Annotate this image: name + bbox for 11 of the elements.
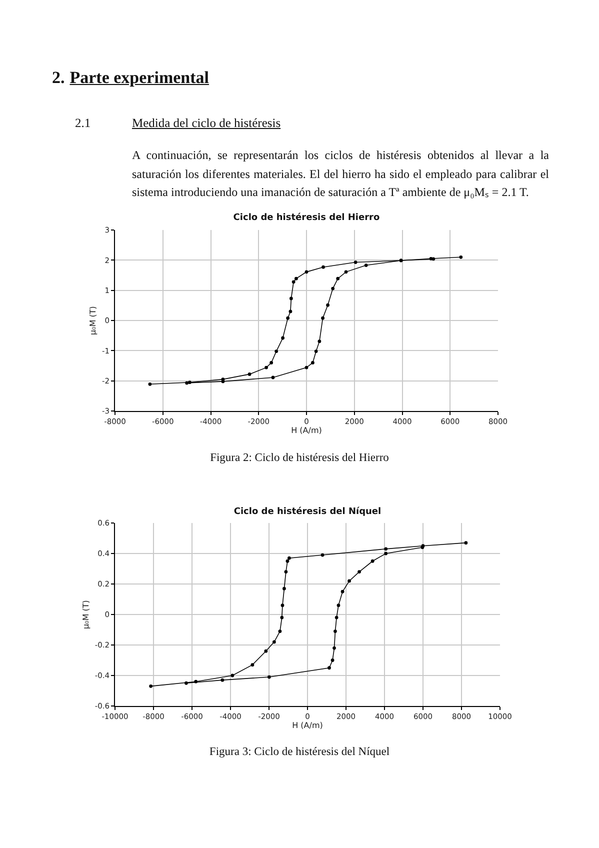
y-axis-title: μ₀M (T) — [82, 600, 91, 629]
text: 2.1 Medida del ciclo de histéresis — [75, 116, 281, 130]
text: A continuación, se representarán los ciclos de histéresis obtenidos al llevar a la saturación los diferentes materiales. El del hierro ha sido el empleado para calibrar el sistema introduciendo una imanación de saturación a Tª ambiente de μ₀Mₛ = 2.1 T. — [132, 147, 549, 201]
text: 2. Parte experimental — [52, 68, 209, 87]
chart-title: Ciclo de histéresis del Hierro — [233, 212, 380, 224]
text: Figura 2: Ciclo de histéresis del Hierro — [209, 452, 390, 464]
x-axis-title: H (A/m) — [292, 721, 323, 730]
chart-title: Ciclo de histéresis del Níquel — [234, 506, 382, 518]
y-axis-title: μ₀M (T) — [88, 306, 98, 335]
text: Figura 3: Ciclo de histéresis del Níquel — [208, 746, 391, 758]
x-axis-title: H (A/m) — [291, 426, 322, 436]
